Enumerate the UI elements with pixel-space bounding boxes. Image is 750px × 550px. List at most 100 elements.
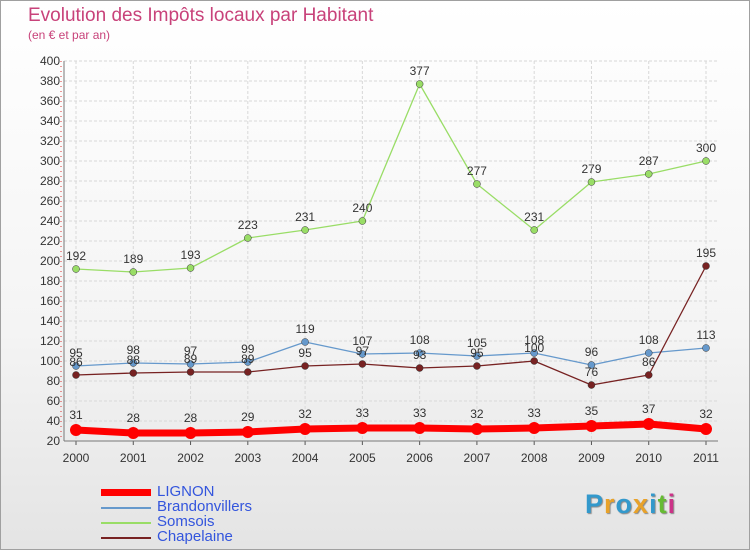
data-point xyxy=(70,424,82,436)
y-tick-label: 180 xyxy=(40,274,60,288)
x-tick-label: 2000 xyxy=(63,451,90,465)
x-tick-label: 2010 xyxy=(635,451,662,465)
data-label: 95 xyxy=(470,346,484,360)
legend-swatch xyxy=(101,507,151,509)
data-label: 287 xyxy=(639,154,659,168)
y-tick-label: 300 xyxy=(40,154,60,168)
data-label: 97 xyxy=(184,344,198,358)
data-label: 97 xyxy=(356,344,370,358)
y-tick-label: 160 xyxy=(40,294,60,308)
data-point xyxy=(127,427,140,439)
data-label: 99 xyxy=(241,342,255,356)
data-point xyxy=(244,368,252,376)
logo-letter: i xyxy=(667,489,677,519)
data-point xyxy=(301,226,309,234)
data-label: 95 xyxy=(69,346,83,360)
y-tick-label: 100 xyxy=(40,354,60,368)
data-label: 279 xyxy=(581,162,601,176)
line-chart: 20 40 60 80 100 120 140 160 180 200 220 240 260 280 30… xyxy=(40,54,719,465)
legend-item-chapelaine: Chapelaine xyxy=(101,528,301,545)
data-point xyxy=(473,352,481,360)
data-point xyxy=(356,422,369,434)
y-tick-label: 240 xyxy=(40,214,60,228)
data-label: 108 xyxy=(410,333,430,347)
data-point xyxy=(244,234,252,242)
data-label: 33 xyxy=(356,406,370,420)
x-tick-label: 2005 xyxy=(349,451,376,465)
data-label: 31 xyxy=(69,408,83,422)
data-label: 29 xyxy=(241,410,255,424)
data-point xyxy=(301,362,309,370)
data-label: 28 xyxy=(127,411,141,425)
data-point xyxy=(587,361,596,369)
y-tick-label: 120 xyxy=(40,334,60,348)
data-point xyxy=(702,262,710,270)
data-point xyxy=(587,381,596,389)
data-label: 193 xyxy=(181,248,201,262)
data-point xyxy=(530,226,538,234)
logo-letter: x xyxy=(633,489,650,519)
data-label: 76 xyxy=(585,365,599,379)
y-tick-label: 260 xyxy=(40,194,60,208)
data-point xyxy=(129,369,138,377)
y-tick-label: 340 xyxy=(40,114,60,128)
chart-title: Evolution des Impôts locaux par Habitant xyxy=(28,5,374,26)
series-line-brandonvillers xyxy=(75,341,707,367)
data-labels: 192 189 193 223 231 240 377 277 231 279 287 300 95 98… xyxy=(66,64,716,425)
data-point xyxy=(358,217,367,225)
data-point xyxy=(186,264,195,272)
data-label: 231 xyxy=(295,210,315,224)
series-line-lignon xyxy=(72,420,710,437)
legend-item-somsois: Somsois xyxy=(101,513,301,530)
data-point xyxy=(473,180,481,188)
y-tick-label: 380 xyxy=(40,74,60,88)
y-tick-label: 360 xyxy=(40,94,60,108)
data-label: 33 xyxy=(528,406,542,420)
data-point xyxy=(700,423,712,435)
data-point xyxy=(358,360,367,368)
data-point xyxy=(642,418,655,430)
data-label: 108 xyxy=(639,333,659,347)
series-lines xyxy=(72,83,710,437)
data-label: 377 xyxy=(410,64,430,78)
data-label: 277 xyxy=(467,164,487,178)
grid-lines xyxy=(64,60,718,442)
data-point xyxy=(413,422,426,434)
x-tick-label: 2003 xyxy=(234,451,261,465)
data-point xyxy=(129,268,138,276)
x-tick-label: 2002 xyxy=(177,451,204,465)
data-point xyxy=(72,371,80,379)
data-point xyxy=(702,344,710,352)
data-point xyxy=(587,178,596,186)
series-points xyxy=(70,80,712,439)
data-label: 300 xyxy=(696,141,716,155)
y-tick-label: 400 xyxy=(40,54,60,68)
legend: LIGNON Brandonvillers Somsois Chapelaine xyxy=(101,483,301,545)
legend-swatch xyxy=(101,522,151,524)
y-tick-label: 40 xyxy=(47,414,61,428)
data-label: 89 xyxy=(184,352,198,366)
y-tick-label: 200 xyxy=(40,254,60,268)
data-label: 32 xyxy=(298,407,312,421)
data-label: 89 xyxy=(241,352,255,366)
data-label: 35 xyxy=(585,404,599,418)
data-label: 107 xyxy=(352,334,372,348)
x-tick-label: 2001 xyxy=(120,451,147,465)
data-label: 108 xyxy=(524,333,544,347)
y-tick-label: 60 xyxy=(47,394,61,408)
data-point xyxy=(530,349,538,357)
data-point xyxy=(415,364,424,372)
data-point xyxy=(129,359,138,367)
data-point xyxy=(644,170,653,178)
y-tick-label: 320 xyxy=(40,134,60,148)
data-label: 113 xyxy=(696,328,715,342)
data-label: 86 xyxy=(642,355,656,369)
x-tick-label: 2006 xyxy=(406,451,433,465)
axes: 20 40 60 80 100 120 140 160 180 200 220 240 260 280 30… xyxy=(40,54,719,465)
data-point xyxy=(415,80,424,88)
logo-letter: o xyxy=(615,489,634,519)
data-point xyxy=(186,368,195,376)
data-point xyxy=(299,423,312,435)
data-point xyxy=(241,426,254,438)
